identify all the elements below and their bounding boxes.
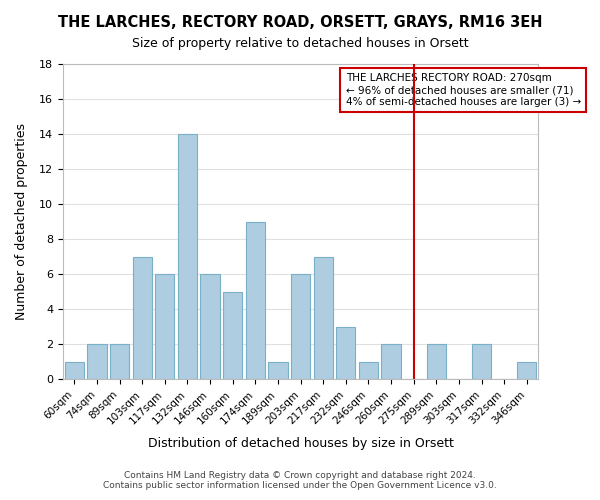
Bar (245, 222, 265, 380)
Bar (427, 344, 446, 380)
Bar (314, 256, 333, 380)
Bar (517, 362, 536, 380)
Text: Size of property relative to detached houses in Orsett: Size of property relative to detached ho… (131, 38, 469, 51)
Bar (336, 327, 355, 380)
Bar (223, 292, 242, 380)
Bar (291, 274, 310, 380)
Bar (268, 362, 287, 380)
Bar (359, 362, 378, 380)
X-axis label: Distribution of detached houses by size in Orsett: Distribution of detached houses by size … (148, 437, 454, 450)
Bar (87, 344, 107, 380)
Y-axis label: Number of detached properties: Number of detached properties (15, 123, 28, 320)
Bar (178, 134, 197, 380)
Bar (155, 274, 175, 380)
Bar (382, 344, 401, 380)
Bar (472, 344, 491, 380)
Text: THE LARCHES, RECTORY ROAD, ORSETT, GRAYS, RM16 3EH: THE LARCHES, RECTORY ROAD, ORSETT, GRAYS… (58, 15, 542, 30)
Bar (133, 256, 152, 380)
Bar (65, 362, 84, 380)
Bar (200, 274, 220, 380)
Text: THE LARCHES RECTORY ROAD: 270sqm
← 96% of detached houses are smaller (71)
4% of: THE LARCHES RECTORY ROAD: 270sqm ← 96% o… (346, 74, 581, 106)
Text: Contains HM Land Registry data © Crown copyright and database right 2024.
Contai: Contains HM Land Registry data © Crown c… (103, 470, 497, 490)
Bar (110, 344, 129, 380)
